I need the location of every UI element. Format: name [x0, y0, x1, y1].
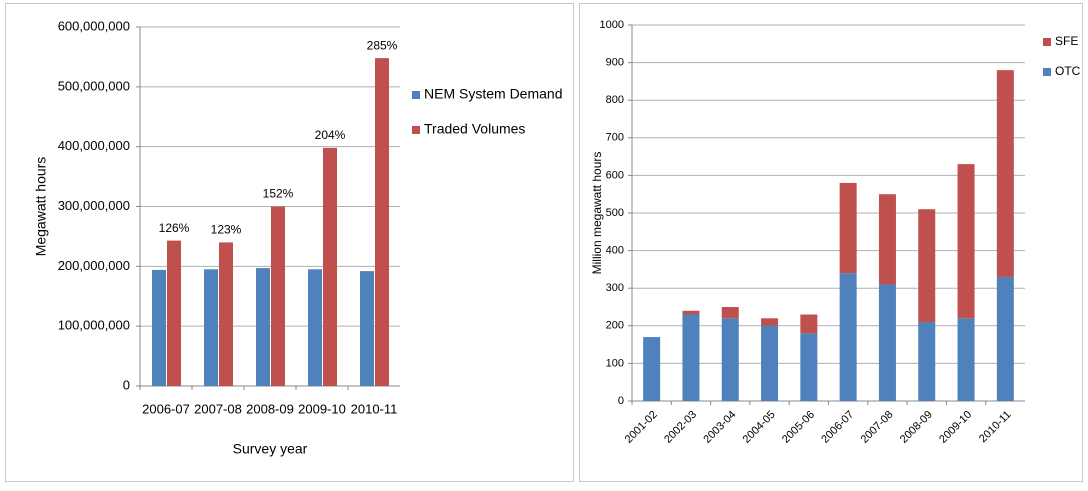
legend-label: Traded Volumes	[424, 121, 525, 137]
legend-label: NEM System Demand	[424, 86, 562, 102]
x-tick-label: 2006-07	[142, 401, 190, 416]
right-panel	[579, 3, 1083, 482]
y-tick-label: 300,000,000	[58, 198, 130, 213]
legend-swatch	[1043, 68, 1051, 76]
x-tick-label: 2008-09	[246, 401, 294, 416]
x-tick-label: 2003-04	[701, 409, 738, 446]
y-tick-label: 200	[606, 320, 624, 332]
y-tick-label: 300	[606, 282, 624, 294]
y-tick-label: 900	[606, 57, 624, 69]
left-panel	[5, 3, 574, 482]
y-tick-label: 100	[606, 357, 624, 369]
bar	[761, 318, 779, 326]
bar	[721, 307, 739, 319]
bar	[360, 271, 374, 386]
bar	[375, 58, 389, 386]
bar-annotation: 285%	[367, 38, 398, 52]
bar	[918, 322, 936, 401]
bar	[800, 314, 818, 334]
x-tick-label: 2009-10	[298, 401, 346, 416]
x-tick-label: 2007-08	[194, 401, 242, 416]
bar	[721, 318, 739, 401]
x-tick-label: 2002-03	[662, 409, 699, 446]
x-tick-label: 2010-11	[977, 409, 1013, 445]
bar-annotation: 204%	[315, 128, 346, 142]
y-tick-label: 800	[606, 94, 624, 106]
x-axis-title: Survey year	[233, 441, 308, 457]
legend-label: SFE	[1055, 34, 1078, 48]
bar	[839, 182, 857, 274]
bar-annotation: 123%	[211, 223, 242, 237]
legend-label: OTC	[1055, 64, 1081, 78]
bar	[204, 269, 218, 386]
y-tick-label: 600	[606, 169, 624, 181]
bar	[957, 318, 975, 401]
y-tick-label: 0	[123, 377, 130, 392]
bar	[308, 269, 322, 386]
y-tick-label: 400,000,000	[58, 138, 130, 153]
bar	[167, 240, 181, 386]
bar	[271, 206, 285, 386]
bar	[152, 269, 166, 386]
x-tick-label: 2001-02	[623, 409, 660, 446]
y-tick-label: 600,000,000	[58, 18, 130, 33]
x-tick-label: 2008-09	[898, 409, 935, 446]
legend-swatch	[412, 91, 420, 99]
bar	[878, 284, 896, 401]
y-axis-title: Megawatt hours	[33, 157, 49, 257]
bar	[839, 273, 857, 401]
y-tick-label: 500	[606, 207, 624, 219]
bar	[996, 70, 1014, 277]
bar	[800, 333, 818, 401]
x-tick-label: 2010-11	[351, 401, 398, 416]
y-axis-title: Million megawatt hours	[590, 152, 604, 275]
y-tick-label: 700	[606, 132, 624, 144]
bar	[878, 194, 896, 285]
x-tick-label: 2009-10	[937, 409, 974, 446]
bar	[918, 209, 936, 323]
bar	[256, 268, 270, 386]
bar	[323, 147, 337, 386]
bar	[219, 242, 233, 386]
bar	[996, 276, 1014, 401]
bar	[643, 337, 661, 401]
x-tick-label: 2007-08	[859, 409, 896, 446]
x-tick-label: 2005-06	[780, 409, 817, 446]
x-tick-label: 2006-07	[819, 409, 856, 446]
bar	[957, 164, 975, 319]
bar	[682, 310, 700, 315]
y-tick-label: 1000	[600, 19, 624, 31]
bar	[761, 325, 779, 401]
y-tick-label: 400	[606, 245, 624, 257]
y-tick-label: 100,000,000	[58, 318, 130, 333]
bar-annotation: 126%	[159, 221, 190, 235]
legend-swatch	[412, 126, 420, 134]
bar	[682, 314, 700, 401]
bar-annotation: 152%	[263, 187, 294, 201]
x-tick-label: 2004-05	[741, 409, 778, 446]
y-tick-label: 500,000,000	[58, 78, 130, 93]
y-tick-label: 0	[618, 395, 624, 407]
legend-swatch	[1043, 38, 1051, 46]
y-tick-label: 200,000,000	[58, 258, 130, 273]
